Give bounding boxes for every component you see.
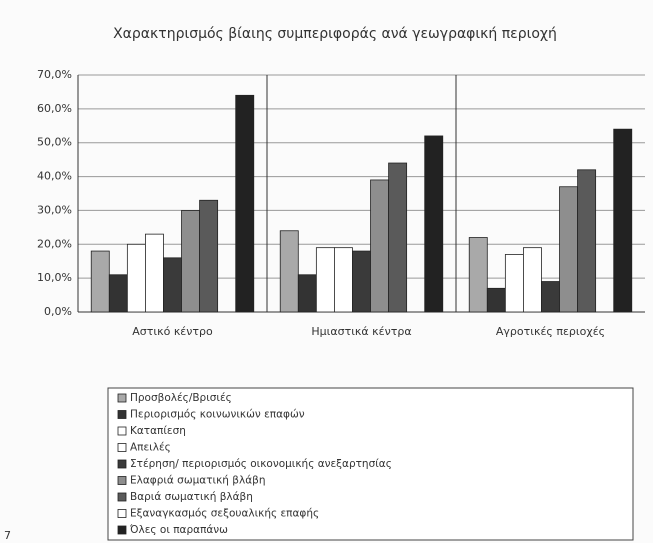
legend-label: Απειλές [130, 442, 171, 454]
bar [559, 186, 578, 313]
bar [199, 199, 219, 313]
legend-swatch [117, 410, 127, 419]
legend-swatch [117, 509, 127, 518]
legend-swatch [117, 393, 127, 403]
bar [388, 162, 408, 313]
y-tick-label: 60,0% [37, 102, 72, 115]
bar [90, 250, 110, 313]
bar [504, 254, 524, 313]
legend-swatch [117, 476, 127, 485]
bar [613, 128, 633, 313]
y-tick-label: 70,0% [37, 68, 72, 81]
y-tick-label: 10,0% [37, 271, 72, 284]
legend-swatch [117, 459, 127, 469]
legend-label: Εξαναγκασμός σεξουαλικής επαφής [130, 508, 319, 520]
x-tick-label: Αστικό κέντρο [132, 325, 213, 338]
x-tick-label: Αγροτικές περιοχές [496, 325, 605, 338]
page-number: 7 [4, 529, 11, 542]
bar [577, 169, 597, 313]
y-tick-label: 20,0% [37, 237, 72, 250]
bar [468, 237, 488, 313]
legend-label: Καταπίεση [130, 425, 186, 437]
legend-label: Περιορισμός κοινωνικών επαφών [130, 409, 305, 421]
bar [315, 247, 335, 313]
bar [235, 94, 255, 313]
y-tick-label: 40,0% [37, 170, 72, 183]
legend-swatch [117, 492, 127, 502]
chart-title: Χαρακτηρισμός βίαιης συμπεριφοράς ανά γε… [113, 26, 557, 42]
bar [486, 287, 506, 313]
bar [145, 233, 164, 313]
bar [163, 257, 182, 313]
legend-box [107, 387, 634, 541]
y-tick-label: 30,0% [37, 203, 72, 216]
bar [352, 250, 371, 313]
bar [424, 135, 444, 313]
legend-label: Βαριά σωματική βλάβη [130, 491, 253, 503]
legend-label: Όλες οι παραπάνω [129, 524, 228, 536]
bar [279, 230, 299, 313]
legend-swatch [117, 443, 127, 452]
y-tick-label: 0,0% [44, 305, 72, 318]
bar [181, 210, 200, 313]
bar [126, 243, 146, 313]
legend-label: Ελαφριά σωματική βλάβη [130, 475, 265, 487]
bar [523, 247, 542, 313]
bar [541, 281, 560, 313]
y-tick-label: 50,0% [37, 136, 72, 149]
legend: Προσβολές/Βρισιές Περιορισμός κοινωνικών … [117, 392, 392, 536]
legend-swatch [117, 525, 127, 535]
bar [108, 274, 128, 313]
legend-label: Στέρηση/ περιορισμός οικονομικής ανεξαρτ… [130, 458, 392, 470]
legend-label: Προσβολές/Βρισιές [130, 392, 232, 404]
bar [334, 247, 353, 313]
legend-swatch [117, 426, 127, 436]
bar [297, 274, 317, 313]
x-tick-label: Ημιαστικά κέντρα [311, 325, 411, 338]
bar [370, 179, 389, 313]
